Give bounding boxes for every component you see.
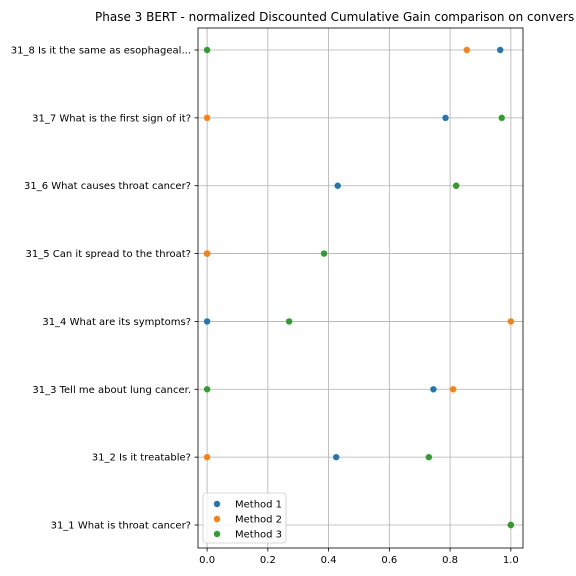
legend: Method 1 Method 2 Method 3	[202, 492, 287, 544]
x-tick-label: 0.6	[381, 555, 397, 566]
data-point	[285, 318, 293, 325]
x-tick-label: 0.4	[321, 555, 337, 566]
data-point	[449, 386, 457, 393]
data-point	[498, 114, 505, 122]
data-point	[203, 318, 211, 325]
legend-label: Method 1	[235, 500, 282, 511]
data-point	[430, 386, 437, 393]
legend-label: Method 3	[235, 530, 282, 541]
data-point	[452, 182, 460, 189]
data-point	[203, 46, 211, 54]
data-point	[333, 453, 340, 461]
x-tick-label: 1.0	[503, 555, 519, 566]
legend-box	[202, 492, 287, 544]
data-point	[463, 46, 471, 54]
legend-marker	[213, 500, 221, 508]
x-tick-label: 0.0	[199, 555, 215, 566]
plot-frame	[197, 27, 524, 549]
axes: 0.0 0.2 0.4 0.6 0.8 1.0 31_1 What is throat ca…	[11, 27, 524, 566]
data-point	[203, 386, 211, 393]
y-tick-label: 31_4 What are its symptoms?	[42, 317, 191, 328]
data-point	[425, 453, 433, 461]
legend-label: Method 2	[235, 515, 282, 526]
data-point	[334, 182, 341, 189]
y-tick-label: 31_1 What is throat cancer?	[51, 521, 191, 532]
x-tick-label: 0.8	[442, 555, 458, 566]
y-tick-label: 31_6 What causes throat cancer?	[24, 181, 191, 192]
y-tick-label: 31_3 Tell me about lung cancer.	[32, 385, 191, 396]
data-point	[203, 453, 211, 461]
chart-title: Phase 3 BERT - normalized Discounted Cum…	[95, 10, 574, 24]
legend-marker	[213, 515, 221, 523]
y-tick-label: 31_8 Is it the same as esophageal...	[11, 46, 191, 57]
data-point	[507, 521, 515, 529]
data-point	[507, 318, 515, 325]
data-point	[203, 114, 211, 122]
data-point	[203, 250, 211, 257]
data-point	[320, 250, 328, 257]
legend-marker	[213, 530, 221, 538]
x-tick-label: 0.2	[260, 555, 276, 566]
data-point	[497, 46, 504, 54]
data-points	[203, 46, 515, 529]
y-tick-label: 31_7 What is the first sign of it?	[32, 113, 191, 124]
y-tick-label: 31_2 Is it treatable?	[92, 453, 191, 464]
y-tick-label: 31_5 Can it spread to the throat?	[26, 249, 191, 260]
data-point	[442, 114, 449, 122]
